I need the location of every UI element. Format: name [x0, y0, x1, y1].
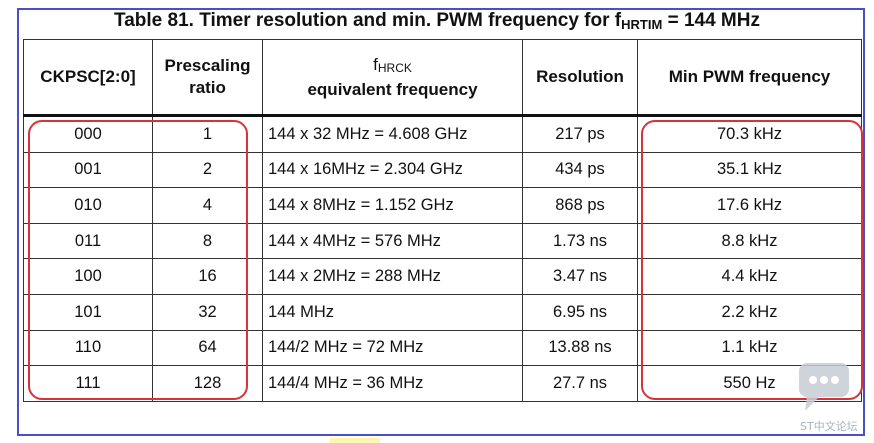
table-caption: Table 81. Timer resolution and min. PWM …	[0, 10, 874, 32]
cell-resolution: 13.88 ns	[522, 329, 638, 367]
cell-ratio: 8	[152, 222, 263, 260]
caption-subscript: HRTIM	[621, 17, 663, 32]
fhrck-f: f	[373, 54, 378, 74]
document-frame	[17, 8, 865, 436]
header-fhrck-line2: equivalent frequency	[307, 79, 478, 99]
cell-resolution: 217 ps	[522, 115, 638, 153]
cell-ratio: 2	[152, 151, 263, 189]
cell-ratio: 1	[152, 115, 263, 153]
header-prescaling-ratio: Prescaling ratio	[152, 39, 263, 117]
yellow-marker	[330, 438, 380, 443]
cell-resolution: 6.95 ns	[522, 293, 638, 331]
table-row: 110 64 144/2 MHz = 72 MHz 13.88 ns 1.1 kHz	[23, 329, 862, 367]
cell-ckpsc: 011	[23, 222, 153, 260]
cell-ratio: 16	[152, 258, 263, 295]
caption-suffix: = 144 MHz	[662, 10, 760, 31]
cell-freq: 144 x 4MHz = 576 MHz	[262, 222, 523, 260]
cell-ckpsc: 111	[23, 365, 153, 402]
header-prescaling-line2: ratio	[189, 78, 226, 97]
table-row: 010 4 144 x 8MHz = 1.152 GHz 868 ps 17.6 kHz	[23, 187, 862, 224]
cell-ckpsc: 010	[23, 187, 153, 224]
cell-ckpsc: 101	[23, 293, 153, 331]
cell-ckpsc: 000	[23, 115, 153, 153]
cell-freq: 144/4 MHz = 36 MHz	[262, 365, 523, 402]
timer-resolution-table: CKPSC[2:0] Prescaling ratio fHRCK equivale…	[23, 39, 862, 402]
table-row: 111 128 144/4 MHz = 36 MHz 27.7 ns 550 Hz	[23, 365, 862, 402]
cell-min-pwm: 1.1 kHz	[637, 329, 862, 367]
table-row: 011 8 144 x 4MHz = 576 MHz 1.73 ns 8.8 kHz	[23, 222, 862, 260]
cell-min-pwm: 8.8 kHz	[637, 222, 862, 260]
table-row: 000 1 144 x 32 MHz = 4.608 GHz 217 ps 70.3 k…	[23, 115, 862, 153]
caption-prefix: Table 81. Timer resolution and min. PWM …	[114, 10, 622, 31]
cell-ratio: 64	[152, 329, 263, 367]
cell-min-pwm: 35.1 kHz	[637, 151, 862, 189]
cell-ratio: 128	[152, 365, 263, 402]
cell-resolution: 3.47 ns	[522, 258, 638, 295]
cell-resolution: 1.73 ns	[522, 222, 638, 260]
cell-resolution: 868 ps	[522, 187, 638, 224]
header-prescaling-line1: Prescaling	[164, 56, 251, 75]
header-min-pwm: Min PWM frequency	[637, 39, 862, 117]
watermark-text: ST中文论坛	[800, 420, 858, 433]
cell-ckpsc: 100	[23, 258, 153, 295]
header-ckpsc: CKPSC[2:0]	[23, 39, 153, 117]
chat-bubble-icon	[799, 363, 849, 411]
table-row: 100 16 144 x 2MHz = 288 MHz 3.47 ns 4.4 kHz	[23, 258, 862, 295]
cell-ckpsc: 001	[23, 151, 153, 189]
cell-min-pwm: 17.6 kHz	[637, 187, 862, 224]
cell-resolution: 434 ps	[522, 151, 638, 189]
table-row: 101 32 144 MHz 6.95 ns 2.2 kHz	[23, 293, 862, 331]
cell-freq: 144/2 MHz = 72 MHz	[262, 329, 523, 367]
fhrck-subscript: HRCK	[377, 60, 412, 75]
cell-ratio: 32	[152, 293, 263, 331]
cell-resolution: 27.7 ns	[522, 365, 638, 402]
cell-min-pwm: 4.4 kHz	[637, 258, 862, 295]
header-row: CKPSC[2:0] Prescaling ratio fHRCK equivale…	[23, 39, 862, 117]
header-fhrck: fHRCK equivalent frequency	[262, 39, 523, 117]
cell-freq: 144 x 2MHz = 288 MHz	[262, 258, 523, 295]
header-fhrck-symbol: fHRCK	[373, 54, 412, 75]
cell-freq: 144 x 8MHz = 1.152 GHz	[262, 187, 523, 224]
cell-freq: 144 MHz	[262, 293, 523, 331]
cell-ckpsc: 110	[23, 329, 153, 367]
cell-freq: 144 x 32 MHz = 4.608 GHz	[262, 115, 523, 153]
cell-ratio: 4	[152, 187, 263, 224]
cell-freq: 144 x 16MHz = 2.304 GHz	[262, 151, 523, 189]
cell-min-pwm: 70.3 kHz	[637, 115, 862, 153]
table-body: 000 1 144 x 32 MHz = 4.608 GHz 217 ps 70.3 k…	[23, 115, 862, 402]
cell-min-pwm: 2.2 kHz	[637, 293, 862, 331]
table-row: 001 2 144 x 16MHz = 2.304 GHz 434 ps 35.1 kH…	[23, 151, 862, 189]
header-resolution: Resolution	[522, 39, 638, 117]
